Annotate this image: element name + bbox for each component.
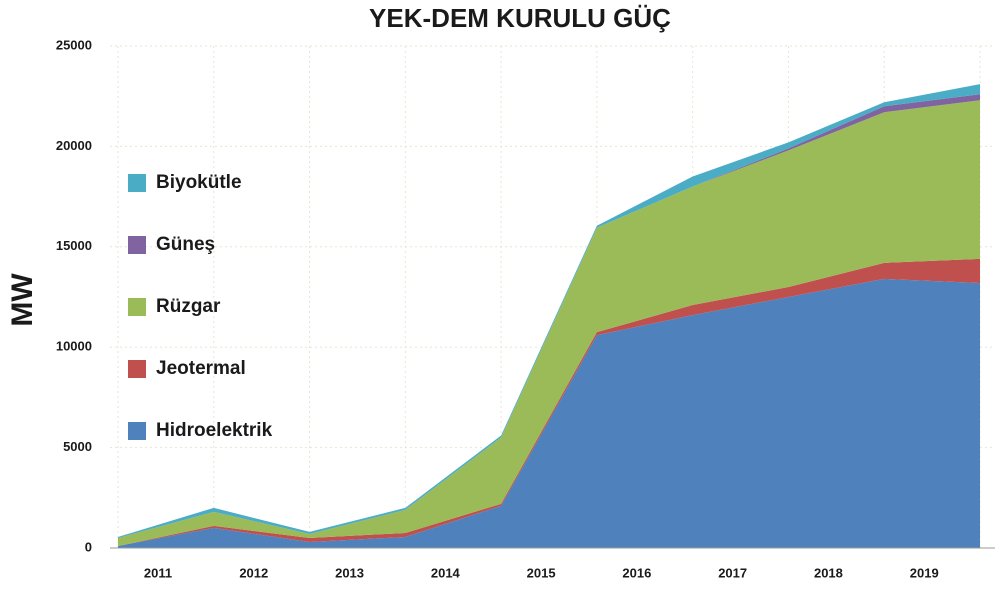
x-tick-label: 2018 bbox=[814, 565, 843, 580]
legend-label: Biyokütle bbox=[156, 172, 242, 193]
legend-label: Güneş bbox=[156, 234, 215, 255]
y-tick-label: 15000 bbox=[56, 238, 92, 253]
x-tick-label: 2015 bbox=[527, 565, 556, 580]
x-tick-label: 2011 bbox=[144, 565, 172, 580]
legend-label: Hidroelektrik bbox=[156, 420, 273, 441]
x-tick-label: 2013 bbox=[335, 565, 364, 580]
y-tick-label: 20000 bbox=[56, 138, 92, 153]
legend-swatch bbox=[128, 236, 146, 254]
y-tick-label: 5000 bbox=[63, 439, 92, 454]
x-tick-label: 2019 bbox=[910, 565, 939, 580]
y-tick-label: 0 bbox=[85, 539, 92, 554]
legend-swatch bbox=[128, 422, 146, 440]
legend-swatch bbox=[128, 298, 146, 316]
x-tick-label: 2017 bbox=[718, 565, 747, 580]
x-tick-label: 2012 bbox=[239, 565, 268, 580]
y-tick-label: 10000 bbox=[56, 339, 92, 354]
y-tick-label: 25000 bbox=[56, 37, 92, 52]
x-tick-label: 2014 bbox=[431, 565, 461, 580]
legend-swatch bbox=[128, 174, 146, 192]
area bbox=[118, 100, 980, 546]
x-tick-label: 2016 bbox=[622, 565, 651, 580]
area bbox=[118, 278, 980, 548]
chart-title: YEK-DEM KURULU GÜÇ bbox=[369, 3, 671, 33]
legend-swatch bbox=[128, 360, 146, 378]
legend-label: Rüzgar bbox=[156, 296, 221, 317]
y-axis-label: MW bbox=[6, 273, 39, 327]
legend-label: Jeotermal bbox=[156, 358, 246, 379]
